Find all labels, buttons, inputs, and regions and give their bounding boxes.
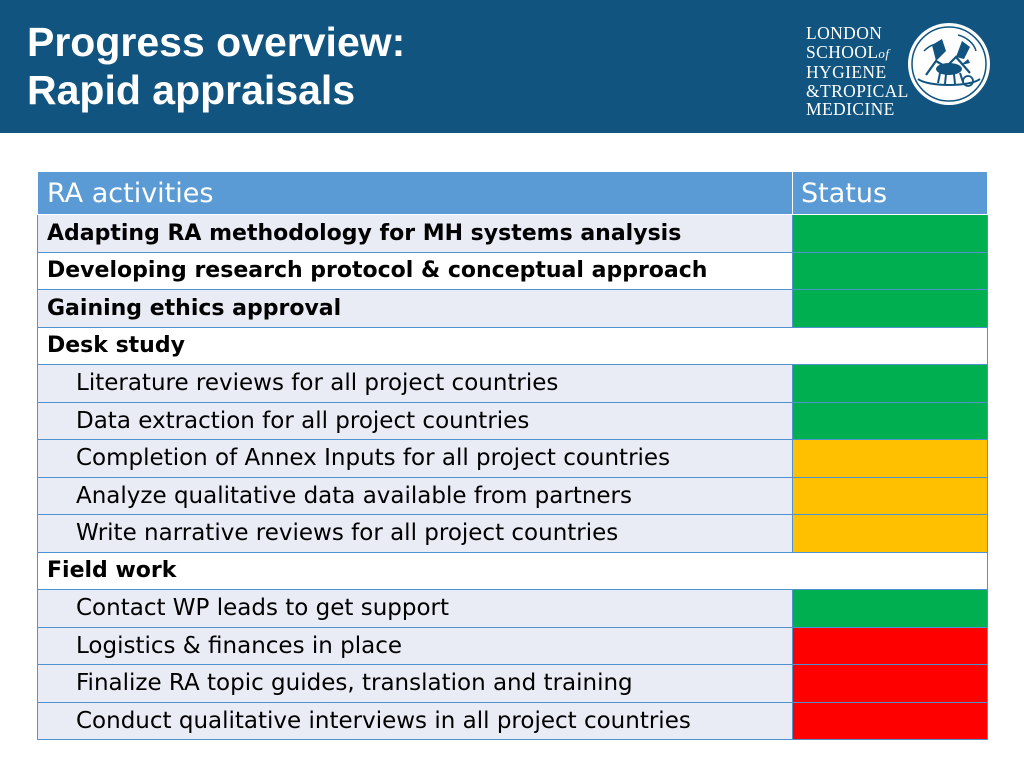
table-row: Conduct qualitative interviews in all pr…	[37, 701, 988, 740]
table-row: Analyze qualitative data available from …	[37, 476, 988, 515]
status-cell-amber	[792, 514, 988, 553]
section-row: Desk study	[37, 326, 988, 365]
status-cell-amber	[792, 439, 988, 478]
ra-activities-table: RA activities Status Adapting RA methodo…	[37, 171, 988, 740]
activity-cell: Analyze qualitative data available from …	[37, 476, 793, 515]
section-heading-field-work: Field work	[37, 551, 988, 590]
slide-header: Progress overview: Rapid appraisals LOND…	[0, 0, 1024, 133]
status-cell-red	[792, 664, 988, 703]
activity-cell: Conduct qualitative interviews in all pr…	[37, 701, 793, 740]
activity-cell: Developing research protocol & conceptua…	[37, 251, 793, 290]
activity-cell: Contact WP leads to get support	[37, 589, 793, 628]
title-line-1: Progress overview:	[27, 19, 406, 65]
title-line-2: Rapid appraisals	[27, 67, 356, 113]
logo-line-4: &TROPICAL	[806, 80, 909, 101]
logo-line-1: LONDON	[806, 23, 883, 43]
status-cell-green	[792, 401, 988, 440]
table-row: Developing research protocol & conceptua…	[37, 251, 988, 290]
logo-line-2: SCHOOLof	[806, 41, 890, 62]
table-row: Gaining ethics approval	[37, 289, 988, 328]
status-cell-green	[792, 289, 988, 328]
table-row: Write narrative reviews for all project …	[37, 514, 988, 553]
section-row: Field work	[37, 551, 988, 590]
status-cell-green	[792, 251, 988, 290]
table-row: Literature reviews for all project count…	[37, 364, 988, 403]
table-row: Data extraction for all project countrie…	[37, 401, 988, 440]
slide-title: Progress overview: Rapid appraisals	[27, 18, 405, 114]
status-cell-green	[792, 364, 988, 403]
school-seal-icon	[908, 23, 990, 105]
status-cell-green	[792, 214, 988, 253]
logo-line-5: MEDICINE	[806, 99, 895, 120]
status-cell-green	[792, 589, 988, 628]
table-row: Logistics & finances in place	[37, 626, 988, 665]
activity-cell: Logistics & finances in place	[37, 626, 793, 665]
activity-cell: Literature reviews for all project count…	[37, 364, 793, 403]
section-heading-desk-study: Desk study	[37, 326, 988, 365]
activity-cell: Data extraction for all project countrie…	[37, 401, 793, 440]
activity-cell: Completion of Annex Inputs for all proje…	[37, 439, 793, 478]
table-row: Contact WP leads to get support	[37, 589, 988, 628]
activity-cell: Finalize RA topic guides, translation an…	[37, 664, 793, 703]
table-row: Adapting RA methodology for MH systems a…	[37, 214, 988, 253]
status-cell-red	[792, 626, 988, 665]
status-cell-amber	[792, 476, 988, 515]
table-row: Finalize RA topic guides, translation an…	[37, 664, 988, 703]
activities-column-header: RA activities	[37, 171, 793, 215]
activity-cell: Write narrative reviews for all project …	[37, 514, 793, 553]
status-column-header: Status	[792, 171, 988, 215]
table-header-row: RA activities Status	[37, 171, 988, 215]
status-cell-red	[792, 701, 988, 740]
lshtm-logo: LONDON SCHOOLof HYGIENE &TROPICAL MEDICI…	[806, 20, 996, 118]
logo-wordmark: LONDON SCHOOLof HYGIENE &TROPICAL MEDICI…	[806, 24, 909, 119]
logo-line-3: HYGIENE	[806, 62, 887, 83]
table-row: Completion of Annex Inputs for all proje…	[37, 439, 988, 478]
activity-cell: Gaining ethics approval	[37, 289, 793, 328]
activity-cell: Adapting RA methodology for MH systems a…	[37, 214, 793, 253]
